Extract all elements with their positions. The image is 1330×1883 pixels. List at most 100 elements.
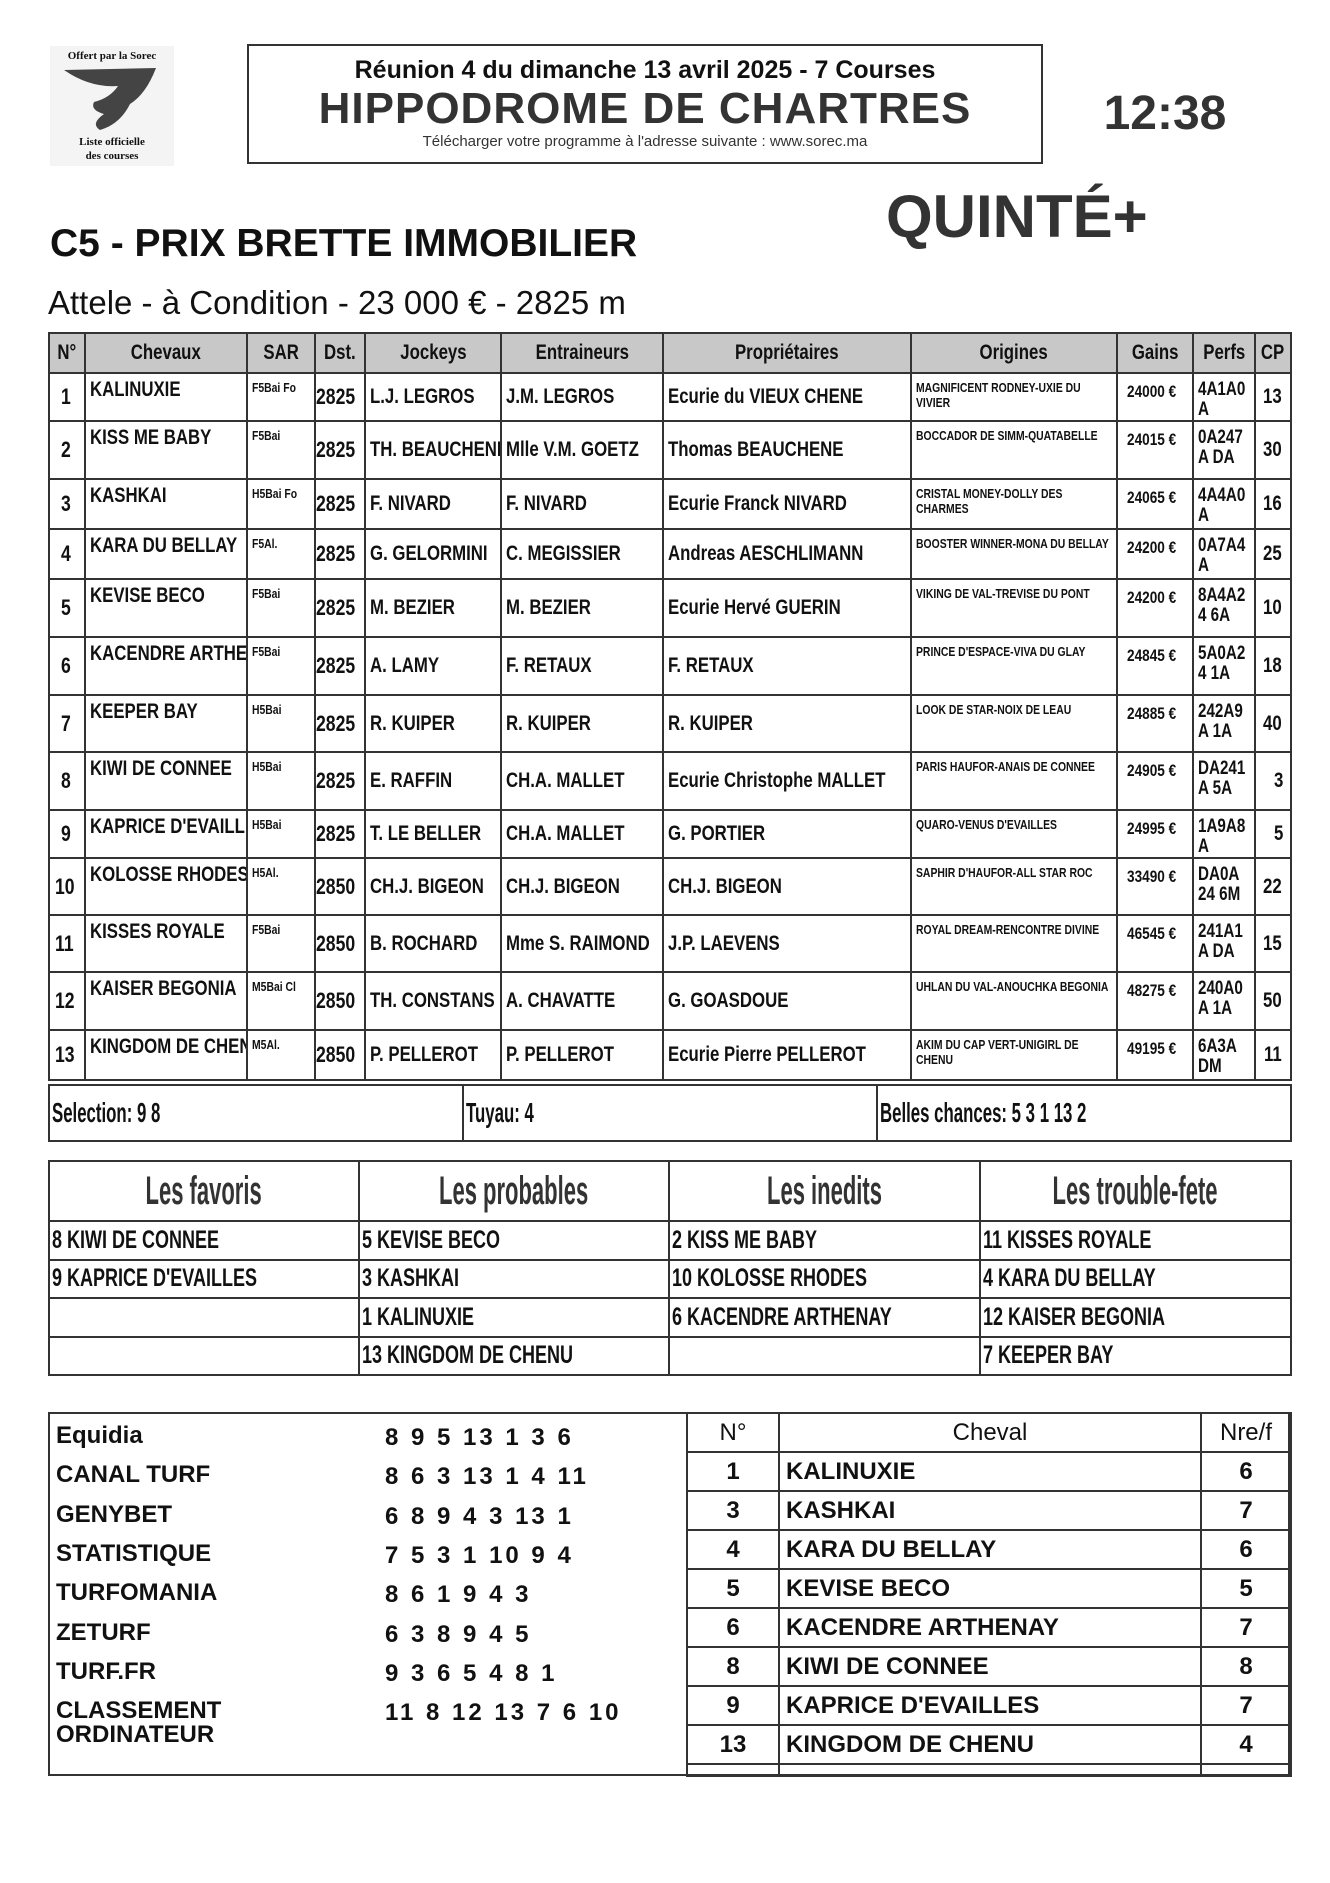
trainer-text: Mlle V.M. GOETZ (506, 438, 639, 461)
cell-number: 11 (48, 914, 86, 973)
cell-cp: 18 (1254, 636, 1292, 696)
cell-cp: 3 (1254, 751, 1292, 811)
perfs-text: 4A4A0A (1198, 485, 1246, 526)
table-row: 12 KAISER BEGONIA M5Bai Cl 2850 TH. CONSTANS… (48, 971, 1292, 1031)
sar-text: M5Al. (252, 1037, 280, 1052)
distance-text: 2850 (316, 1042, 356, 1067)
gains-text: 46545 € (1126, 924, 1176, 943)
nre-table: N° Cheval Nre/f 1 KALINUXIE 6 3 KASHKAI 7 4 KARA D… (686, 1412, 1292, 1777)
cell-jockey: M. BEZIER (364, 578, 502, 638)
sar-text: F5Bai (252, 644, 281, 659)
race-conditions: Attele - à Condition - 23 000 € - 2825 m (48, 284, 626, 321)
origins-text: SAPHIR D'HAUFOR-ALL STAR ROC (916, 865, 1093, 880)
race-time: 12:38 (1103, 87, 1227, 140)
origins-text: ROYAL DREAM-RENCONTRE DIVINE (916, 922, 1100, 937)
tuyau-cell: Tuyau: 4 (462, 1084, 878, 1142)
sar-text: H5Al. (252, 865, 279, 880)
cell-origins: UHLAN DU VAL-ANOUCHKA BEGONIA (910, 971, 1118, 1031)
gains-text: 24015 € (1126, 430, 1176, 449)
cell-perfs: 0A7A4A (1192, 528, 1256, 580)
category-entry: 12 KAISER BEGONIA (983, 1302, 1166, 1331)
category-row: 1 KALINUXIE 6 KACENDRE ARTHENAY 12 KAISER … (48, 1297, 1292, 1338)
cell-origins: LOOK DE STAR-NOIX DE LEAU (910, 694, 1118, 753)
cell-gains: 24995 € (1116, 809, 1194, 859)
cell-jockey: TH. BEAUCHENE (364, 420, 502, 480)
cell-perfs: 240A0A 1A (1192, 971, 1256, 1031)
pronostic-value: 6 3 8 9 4 5 (385, 1620, 532, 1648)
cell-owner: Ecurie du VIEUX CHENE (662, 372, 912, 422)
origins-text: CRISTAL MONEY-DOLLY DES CHARMES (916, 486, 1063, 516)
table-row: 2 KISS ME BABY F5Bai 2825 TH. BEAUCHENE Mlle … (48, 420, 1292, 480)
pronostic-source: TURFOMANIA (56, 1579, 218, 1607)
nre-row: 6 KACENDRE ARTHENAY 7 (686, 1607, 1292, 1648)
table-row: 11 KISSES ROYALE F5Bai 2850 B. ROCHARD Mme S.… (48, 914, 1292, 973)
pronostic-source: STATISTIQUE (56, 1539, 212, 1567)
pronostic-value: 8 9 5 13 1 3 6 (385, 1424, 574, 1451)
distance-text: 2825 (316, 437, 356, 462)
nre-cell: KALINUXIE (778, 1451, 1202, 1492)
cell-sar: F5Bai (246, 636, 316, 696)
cell-distance: 2825 (314, 528, 366, 580)
origins-text: UHLAN DU VAL-ANOUCHKA BEGONIA (916, 979, 1109, 994)
category-header: Les inedits (668, 1160, 981, 1222)
cell-number: 3 (48, 478, 86, 530)
sar-text: F5Bai (252, 428, 281, 443)
cell-origins: BOCCADOR DE SIMM-QUATABELLE (910, 420, 1118, 480)
sar-text: M5Bai Cl (252, 979, 296, 994)
cell-sar: F5Bai Fo (246, 372, 316, 422)
nre-row: 8 KIWI DE CONNEE 8 (686, 1646, 1292, 1687)
cell-jockey: CH.J. BIGEON (364, 857, 502, 916)
jockey-text: TH. BEAUCHENE (370, 438, 501, 461)
cell-perfs: 8A4A24 6A (1192, 578, 1256, 638)
cell-gains: 33490 € (1116, 857, 1194, 916)
hippodrome-name: HIPPODROME DE CHARTRES (318, 84, 972, 133)
distance-text: 2825 (316, 384, 356, 409)
cell-distance: 2850 (314, 971, 366, 1031)
gains-text: 24845 € (1126, 646, 1176, 665)
category-cell: 3 KASHKAI (358, 1258, 670, 1299)
cell-origins: CRISTAL MONEY-DOLLY DES CHARMES (910, 478, 1118, 530)
origins-text: PRINCE D'ESPACE-VIVA DU GLAY (916, 644, 1086, 659)
cell-origins: ROYAL DREAM-RENCONTRE DIVINE (910, 914, 1118, 973)
cp-text: 11 (1263, 1043, 1282, 1066)
cell-gains: 24200 € (1116, 528, 1194, 580)
selection-box: Selection: 9 8 Tuyau: 4 Belles chances: … (48, 1084, 1292, 1142)
header-origins: Origines (910, 332, 1118, 374)
cell-horse: KISS ME BABY (84, 420, 248, 480)
trainer-text: R. KUIPER (506, 711, 591, 735)
gains-text: 24000 € (1126, 382, 1176, 401)
cell-perfs: 4A1A0A (1192, 372, 1256, 422)
category-cell: 2 KISS ME BABY (668, 1220, 981, 1261)
cell-owner: F. RETAUX (662, 636, 912, 696)
cell-trainer: M. BEZIER (500, 578, 664, 638)
cell-number: 13 (48, 1029, 86, 1081)
download-link-text: Télécharger votre programme à l'adresse … (422, 133, 868, 150)
cell-owner: Andreas AESCHLIMANN (662, 528, 912, 580)
nre-cell: 3 (686, 1490, 780, 1531)
cell-origins: PARIS HAUFOR-ANAIS DE CONNEE (910, 751, 1118, 811)
cell-jockey: F. NIVARD (364, 478, 502, 530)
cp-text: 40 (1262, 711, 1282, 735)
jockey-text: M. BEZIER (370, 596, 455, 619)
nre-cell: 6 (1200, 1529, 1292, 1570)
cell-distance: 2825 (314, 478, 366, 530)
cell-cp: 10 (1254, 578, 1292, 638)
pronostic-source: CANAL TURF (56, 1461, 211, 1489)
cp-text: 30 (1262, 438, 1282, 461)
nre-cell: 1 (686, 1451, 780, 1492)
cell-perfs: DA241A 5A (1192, 751, 1256, 811)
jockey-text: T. LE BELLER (370, 822, 482, 845)
jockey-text: A. LAMY (370, 654, 440, 677)
cp-text: 13 (1262, 385, 1282, 408)
horse-text: KIWI DE CONNEE (90, 757, 232, 780)
jockey-text: L.J. LEGROS (370, 385, 475, 408)
cell-number: 10 (48, 857, 86, 916)
cell-horse: KINGDOM DE CHENU (84, 1029, 248, 1081)
cell-perfs: 4A4A0A (1192, 478, 1256, 530)
trainer-text: J.M. LEGROS (506, 385, 615, 408)
cell-number: 6 (48, 636, 86, 696)
nre-cell: KINGDOM DE CHENU (778, 1724, 1202, 1765)
table-row: 13 KINGDOM DE CHENU M5Al. 2850 P. PELLEROT P.… (48, 1029, 1292, 1081)
cell-trainer: Mme S. RAIMOND (500, 914, 664, 973)
pronostic-value: 7 5 3 1 10 9 4 (385, 1541, 574, 1569)
